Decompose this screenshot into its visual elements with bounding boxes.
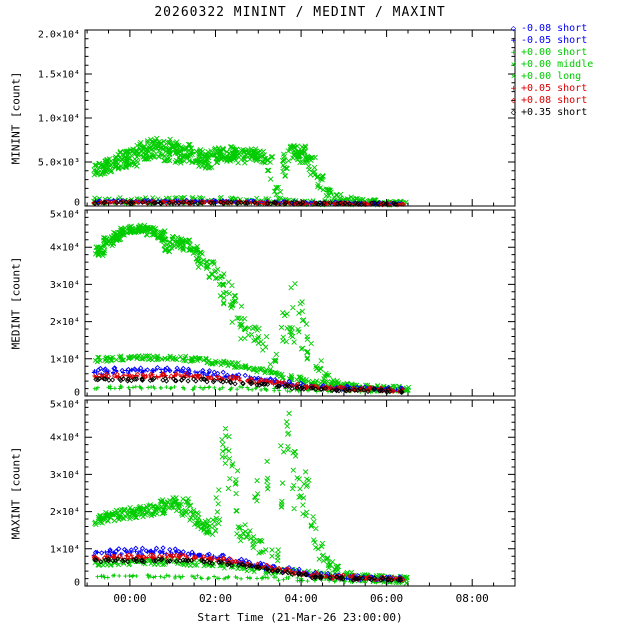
series-+0.35-short: [92, 556, 404, 583]
legend-label: -0.08 short: [521, 23, 588, 34]
cross-marker-icon: ×: [510, 60, 517, 70]
x-tick-label: 08:00: [456, 592, 489, 605]
x-tick-label: 06:00: [370, 592, 403, 605]
x-tick-label: 04:00: [285, 592, 318, 605]
x-tick-label: 02:00: [199, 592, 232, 605]
legend-item: + -0.05 short: [506, 35, 593, 47]
legend-item: + +0.00 short: [506, 47, 593, 59]
legend-label: +0.05 short: [521, 83, 588, 94]
x-tick-label: 00:00: [113, 592, 146, 605]
series-+0.00-long: [91, 135, 409, 206]
plot-title: 20260322 MININT / MEDINT / MAXINT: [154, 5, 446, 20]
legend-item: × +0.00 middle: [506, 59, 593, 71]
y-tick-label: 5×10⁴: [50, 400, 80, 411]
legend-label: +0.00 middle: [521, 59, 594, 70]
y-tick-label: 3×10⁴: [50, 280, 80, 291]
legend-label: +0.00 short: [521, 47, 588, 58]
legend-label: +0.00 long: [521, 71, 582, 82]
y-tick-label: 1.5×10⁴: [38, 70, 80, 81]
plus-marker-icon: +: [510, 84, 517, 94]
series-+0.00-long: [92, 222, 410, 394]
series-+0.00-long: [92, 410, 410, 583]
y-tick-label: 1×10⁴: [50, 544, 80, 555]
diamond-marker-icon: ◇: [510, 96, 517, 106]
legend: ◇ -0.08 short + -0.05 short + +0.00 short ×…: [506, 23, 593, 119]
y-tick-label: 2×10⁴: [50, 507, 80, 518]
legend-item: ◇ +0.35 short: [506, 107, 593, 119]
y-tick-label: 0: [74, 198, 80, 209]
plus-marker-icon: +: [510, 48, 517, 58]
series-+0.00-short: [95, 573, 404, 585]
legend-item: + +0.05 short: [506, 83, 593, 95]
y-tick-label: 5.0×10³: [38, 158, 80, 169]
y-tick-label: 5×10⁴: [50, 210, 80, 221]
axes: [84, 29, 516, 587]
y-tick-label: 3×10⁴: [50, 470, 80, 481]
y-tick-label: 4×10⁴: [50, 433, 80, 444]
legend-label: +0.35 short: [521, 107, 588, 118]
y-tick-label: 4×10⁴: [50, 243, 80, 254]
y-tick-label: 0: [74, 388, 80, 399]
legend-item: ◇ +0.08 short: [506, 95, 593, 107]
legend-label: -0.05 short: [521, 35, 588, 46]
diamond-marker-icon: ◇: [510, 24, 517, 34]
y-tick-label: 1.0×10⁴: [38, 114, 80, 125]
y-tick-label: 2.0×10⁴: [38, 30, 80, 41]
y-axis-title-medint: MEDINT [count]: [9, 256, 23, 350]
cross-marker-icon: ×: [510, 72, 517, 82]
legend-label: +0.08 short: [521, 95, 588, 106]
diamond-marker-icon: ◇: [510, 108, 517, 118]
y-axis-title-minint: MININT [count]: [9, 71, 23, 165]
plus-marker-icon: +: [510, 36, 517, 46]
x-axis-title: Start Time (21-Mar-26 23:00:00): [197, 611, 403, 624]
y-tick-label: 1×10⁴: [50, 354, 80, 365]
legend-item: ◇ -0.08 short: [506, 23, 593, 35]
y-tick-label: 2×10⁴: [50, 317, 80, 328]
y-axis-title-maxint: MAXINT [count]: [9, 446, 23, 540]
legend-item: × +0.00 long: [506, 71, 593, 83]
y-tick-label: 0: [74, 578, 80, 589]
